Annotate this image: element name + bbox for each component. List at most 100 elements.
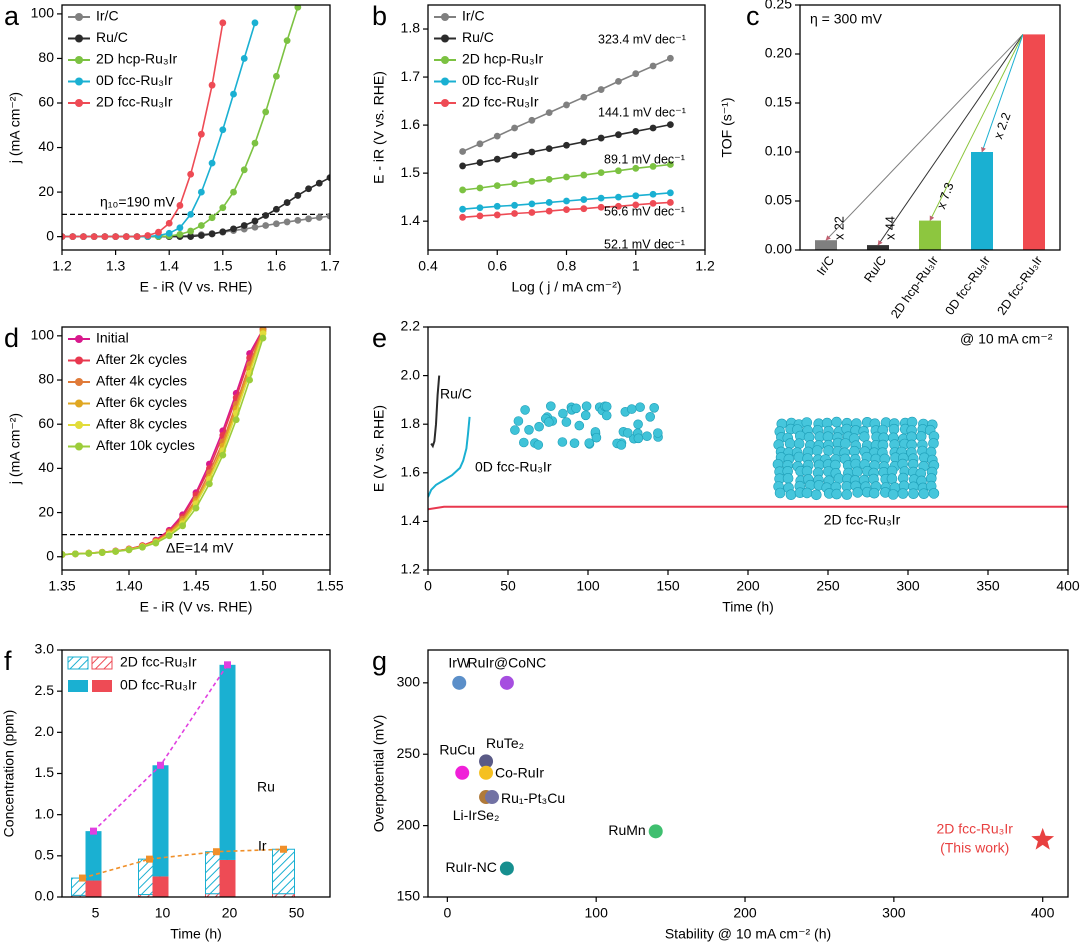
plot-frame	[61, 649, 331, 898]
y-tick-label: 0	[46, 547, 54, 563]
plot-frame	[427, 4, 706, 251]
x-tick-label: 1.5	[213, 258, 233, 274]
nanoparticle	[831, 488, 843, 500]
nanoparticle	[810, 489, 822, 501]
legend-marker	[75, 356, 83, 365]
x-tick-label: 50	[500, 578, 516, 594]
data-point	[176, 202, 184, 209]
data-point	[563, 101, 570, 109]
nanoparticle	[524, 424, 534, 435]
data-point	[187, 170, 195, 178]
point-label: RuIr-NC	[446, 859, 497, 875]
series-label: 2D fcc-Ru₃Ir	[824, 512, 901, 528]
data-point	[315, 179, 323, 187]
nanoparticle	[601, 401, 612, 412]
annotation: 89.1 mV dec⁻¹	[604, 152, 685, 166]
data-point	[155, 228, 162, 236]
nanoparticle	[782, 472, 794, 484]
annotation: x 22	[832, 216, 846, 240]
data-point	[666, 54, 674, 62]
data-point	[493, 202, 501, 210]
x-tick-label: 0.4	[418, 258, 438, 274]
legend-label: 2D fcc-Ru₃Ir	[462, 94, 539, 110]
bar	[867, 245, 889, 250]
x-tick-label: Ir/C	[814, 254, 837, 279]
x-tick-label: 250	[816, 578, 840, 594]
nanoparticle	[584, 438, 595, 448]
legend-label: 0D fcc-Ru₃Ir	[96, 72, 173, 88]
y-tick-label: 1.5	[401, 164, 421, 180]
x-tick-label: 1.2	[52, 258, 72, 274]
x-axis-label: Time (h)	[170, 926, 222, 942]
data-point	[251, 217, 259, 225]
data-point	[208, 230, 216, 238]
y-tick-label: 2.0	[401, 366, 421, 382]
data-point	[219, 19, 227, 27]
annotation: Ru	[257, 779, 275, 795]
x-tick-label: 400	[1031, 905, 1055, 921]
data-point	[528, 177, 536, 185]
data-point	[528, 148, 536, 156]
x-tick-label: 10	[155, 905, 171, 921]
data-point	[80, 233, 87, 241]
point-label: RuTe₂	[486, 735, 524, 751]
data-point	[649, 124, 657, 132]
data-point	[251, 19, 259, 27]
annotation: @ 10 mA cm⁻²	[960, 331, 1053, 347]
panel-letter: f	[4, 646, 12, 676]
nanoparticle	[652, 428, 663, 438]
panel-letter: a	[4, 1, 20, 31]
data-point	[208, 214, 216, 222]
data-point	[326, 174, 330, 182]
data-point	[85, 550, 93, 557]
nanoparticle	[513, 416, 524, 426]
x-tick-label: 1.50	[249, 578, 276, 594]
nanoparticle	[633, 433, 644, 444]
y-tick-label: 3.0	[35, 641, 55, 657]
y-tick-label: 0.25	[765, 0, 792, 12]
data-point	[315, 214, 323, 221]
data-point	[459, 186, 467, 194]
x-tick-label: 1.55	[316, 578, 343, 594]
x-tick-label: 300	[882, 905, 906, 921]
panel-letter: e	[372, 323, 387, 353]
data-point	[632, 164, 640, 172]
data-point	[240, 222, 248, 229]
data-point	[152, 539, 160, 547]
legend-marker	[441, 13, 449, 21]
data-point	[485, 790, 499, 805]
point-label: RuIr@CoNC	[467, 655, 546, 671]
nanoparticle	[774, 487, 786, 499]
y-tick-label: 1.7	[401, 68, 421, 84]
y-axis-label: Overpotential (mV)	[371, 715, 387, 832]
nanoparticle	[859, 431, 870, 443]
legend-label: Initial	[96, 330, 129, 346]
nanoparticle	[510, 425, 520, 435]
legend-marker	[75, 34, 83, 43]
data-point	[122, 233, 130, 241]
legend-label: Ru/C	[462, 29, 494, 45]
comparison-line	[877, 34, 1024, 246]
nanoparticle	[626, 404, 637, 414]
data-point	[511, 180, 518, 188]
data-point	[545, 145, 553, 153]
bar	[971, 152, 993, 250]
trend-marker	[146, 855, 153, 863]
data-point	[273, 220, 280, 228]
y-tick-label: 20	[38, 183, 54, 199]
bar-segment	[85, 831, 102, 881]
x-tick-label: 1.7	[320, 258, 340, 274]
y-tick-label: 1.5	[35, 764, 55, 780]
data-point	[452, 675, 467, 690]
data-point	[98, 549, 106, 556]
y-axis-label: E (V vs. RHE)	[371, 405, 387, 492]
data-point	[597, 86, 605, 93]
series-line	[428, 505, 1068, 511]
y-tick-label: 0.10	[765, 143, 792, 159]
y-tick-label: 1.0	[35, 805, 55, 821]
data-point	[545, 109, 553, 117]
point-label: RuMn	[608, 822, 645, 838]
bar	[815, 240, 837, 250]
data-point	[459, 205, 467, 213]
annotation: 144.1 mV dec⁻¹	[598, 105, 686, 119]
